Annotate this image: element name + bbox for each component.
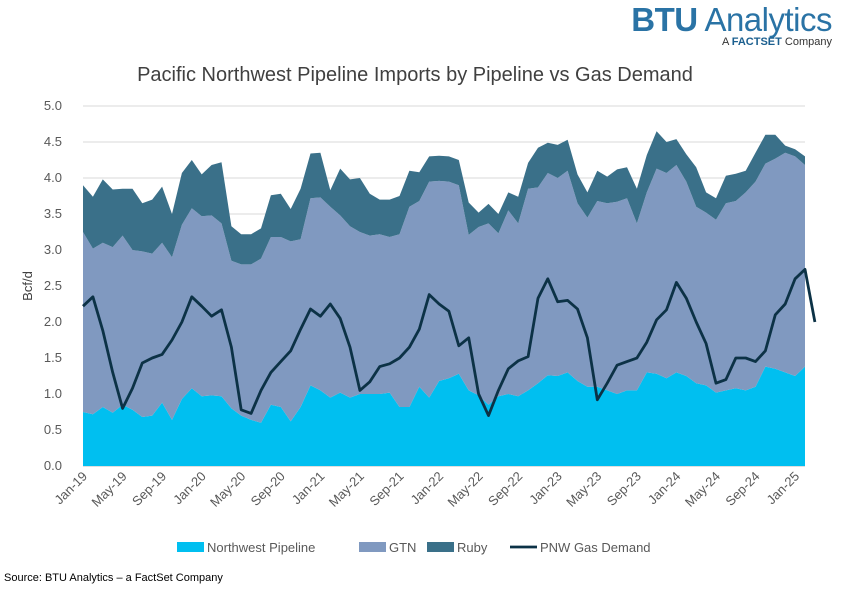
x-tick-label: Sep-23 [604,469,644,509]
legend: Northwest Pipeline GTN Ruby PNW Gas Demand [177,540,651,555]
logo-analytics: Analytics [704,1,832,38]
area-gtn [83,152,805,423]
x-tick-label: Jan-23 [526,469,565,508]
legend-swatch [359,542,386,552]
logo-factset: FACTSET [731,36,782,48]
area-northwest-pipeline [83,366,805,466]
y-tick-label: 5.0 [44,98,62,113]
x-tick-label: May-22 [444,469,485,510]
legend-label: PNW Gas Demand [540,540,651,555]
x-tick-label: Jan-20 [170,469,209,508]
legend-swatch [177,542,204,552]
y-tick-label: 0.5 [44,422,62,437]
x-tick-label: Jan-21 [289,469,328,508]
y-tick-label: 4.5 [44,134,62,149]
x-tick-label: Jan-22 [408,469,447,508]
y-tick-label: 1.0 [44,386,62,401]
stacked-areas [83,131,805,466]
btu-analytics-logo: BTU Analytics A FACTSET Company [631,2,832,49]
y-tick-label: 2.5 [44,278,62,293]
legend-item-ruby: Ruby [427,540,488,555]
x-tick-label: May-19 [88,469,129,510]
legend-label: Northwest Pipeline [207,540,315,555]
legend-item-pnw-gas-demand: PNW Gas Demand [510,540,651,555]
x-tick-label: Jan-19 [51,469,90,508]
y-tick-label: 0.0 [44,458,62,473]
x-tick-label: May-20 [207,469,248,510]
x-tick-label: Jan-25 [764,469,803,508]
y-axis-ticks: 0.0 0.5 1.0 1.5 2.0 2.5 3.0 3.5 4.0 4.5 5.0 [44,98,62,473]
logo-tagline-suffix: Company [781,36,832,48]
area-ruby [83,131,805,265]
x-tick-label: Jan-24 [645,469,684,508]
x-tick-label: Sep-21 [366,469,406,509]
x-tick-label: Sep-24 [722,469,762,509]
legend-swatch [427,542,454,552]
y-tick-label: 3.0 [44,242,62,257]
x-tick-label: May-23 [563,469,604,510]
demand-line-group [82,268,817,417]
logo-wordmark: BTU Analytics [631,2,832,38]
x-tick-label: May-24 [682,469,723,510]
logo-tagline-prefix: A [721,36,732,48]
source-note: Source: BTU Analytics – a FactSet Compan… [4,572,223,584]
x-tick-label: Sep-22 [485,469,525,509]
x-tick-label: Sep-20 [248,469,288,509]
chart-title: Pacific Northwest Pipeline Imports by Pi… [137,64,693,86]
y-tick-label: 4.0 [44,170,62,185]
x-tick-label: Sep-19 [129,469,169,509]
legend-item-northwest-pipeline: Northwest Pipeline [177,540,315,555]
legend-label: Ruby [457,540,488,555]
legend-item-gtn: GTN [359,540,416,555]
y-tick-label: 1.5 [44,350,62,365]
demand-line [82,268,817,417]
y-tick-label: 2.0 [44,314,62,329]
y-tick-label: 3.5 [44,206,62,221]
logo-tagline: A FACTSET Company [631,36,832,48]
y-axis-label: Bcf/d [20,271,35,301]
logo-btu: BTU [631,1,698,38]
legend-label: GTN [389,540,416,555]
x-tick-label: May-21 [326,469,367,510]
